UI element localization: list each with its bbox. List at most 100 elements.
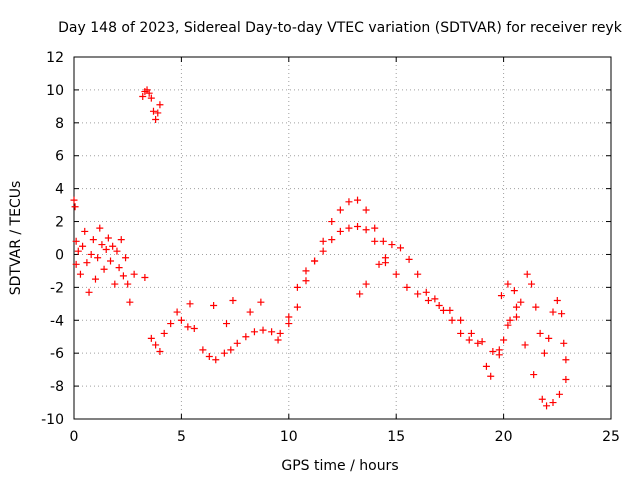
y-tick-label: -6 [50,346,64,362]
data-point [100,265,108,273]
data-point [96,224,104,232]
data-point [497,292,505,300]
data-point [259,326,267,334]
data-point [345,198,353,206]
data-point [115,264,123,272]
data-point [156,348,164,356]
y-tick-label: -8 [50,379,64,395]
data-point [212,356,220,364]
data-point [130,270,138,278]
data-point [448,316,456,324]
data-point [210,301,218,309]
data-point [553,297,561,305]
data-point [199,346,207,354]
data-point [81,227,89,235]
data-point [145,89,153,97]
data-point [302,277,310,285]
x-tick-label: 25 [602,429,620,445]
data-point [246,308,254,316]
y-tick-label: 2 [55,215,64,231]
data-point [184,323,192,331]
data-point [375,260,383,268]
data-point [293,283,301,291]
data-point [141,273,149,281]
data-point [487,372,495,380]
data-point [124,280,132,288]
data-point [109,242,117,250]
data-point [167,320,175,328]
data-point [345,224,353,232]
data-point [104,234,112,242]
data-point [87,250,95,258]
data-point [149,107,157,115]
y-tick-label: 6 [55,149,64,165]
data-point [205,352,213,360]
data-point [555,390,563,398]
data-point [160,329,168,337]
x-tick-label: 5 [177,429,186,445]
data-point [79,242,87,250]
data-point [560,339,568,347]
data-point [424,297,432,305]
data-point [439,306,447,314]
data-point [302,267,310,275]
data-point [111,280,119,288]
data-point [379,237,387,245]
data-point [532,303,540,311]
data-point [388,241,396,249]
data-point [540,349,548,357]
data-point [319,237,327,245]
data-point [72,237,80,245]
data-point [98,241,106,249]
data-point [457,316,465,324]
data-point [354,196,362,204]
data-point [405,255,413,263]
data-point [495,346,503,354]
data-point [356,290,364,298]
data-point [528,280,536,288]
data-point [506,316,514,324]
y-tick-label: -4 [50,313,64,329]
data-point [549,399,557,407]
data-point [510,287,518,295]
data-point [538,395,546,403]
grid [74,57,611,419]
x-tick-label: 15 [387,429,405,445]
data-point [156,101,164,109]
data-point [543,402,551,410]
data-point [227,346,235,354]
data-point [467,329,475,337]
data-point [371,237,379,245]
data-point [465,336,473,344]
data-point [154,109,162,117]
data-point [107,257,115,265]
y-tick-label: -2 [50,280,64,296]
data-point [223,320,231,328]
data-point [229,297,237,305]
data-point [72,260,80,268]
data-point [482,362,490,370]
data-point [396,244,404,252]
data-point [504,280,512,288]
data-point [311,257,319,265]
y-tick-label: 4 [55,182,64,198]
y-tick-label: 0 [55,247,64,263]
data-point [122,254,130,262]
data-point [500,336,508,344]
data-point [371,224,379,232]
data-point [94,254,102,262]
data-point [257,298,265,306]
chart-title: Day 148 of 2023, Sidereal Day-to-day VTE… [58,20,623,36]
data-point [414,270,422,278]
data-point [328,218,336,226]
data-point [76,270,84,278]
data-point [489,348,497,356]
data-point [457,329,465,337]
data-point [220,349,228,357]
data-point [319,247,327,255]
data-point [336,206,344,214]
data-point [152,116,160,124]
data-point [431,295,439,303]
data-point [293,303,301,311]
